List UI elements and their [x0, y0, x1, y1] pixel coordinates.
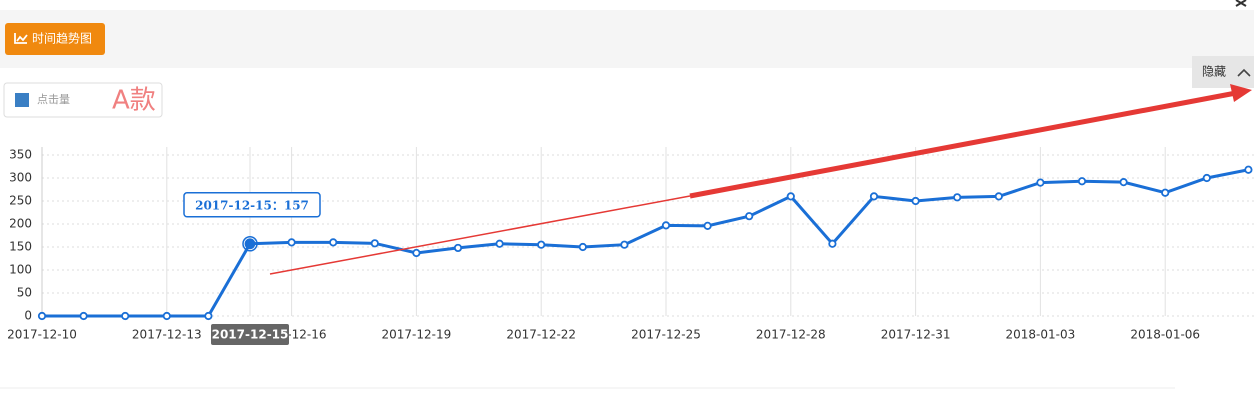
legend-label[interactable]: 点击量	[37, 93, 70, 106]
highlight-label: 2017-12-15	[212, 328, 289, 342]
data-point	[287, 238, 296, 247]
y-tick-label: 250	[9, 194, 32, 208]
close-button[interactable]	[1235, 0, 1247, 7]
data-point	[329, 238, 338, 247]
y-tick-label: 300	[9, 171, 32, 185]
x-tick-label: 2017-12-25	[631, 328, 701, 342]
legend-box	[3, 82, 163, 118]
data-point	[620, 240, 629, 249]
data-point	[1161, 188, 1170, 197]
selected-ring	[242, 236, 258, 252]
data-point	[869, 192, 879, 201]
data-point	[911, 196, 920, 206]
data-point	[661, 221, 671, 230]
data-point	[1077, 177, 1087, 186]
x-tick-label: 2017-12-31	[881, 328, 951, 342]
button-label: 时间趋势图	[32, 32, 92, 46]
y-tick-label: 150	[9, 240, 32, 254]
y-tick-label: 50	[17, 286, 32, 300]
series-line	[42, 168, 1249, 318]
data-point	[828, 239, 837, 248]
data-point	[703, 221, 712, 230]
data-point	[1244, 165, 1253, 174]
data-point	[412, 248, 421, 258]
data-point	[453, 243, 463, 253]
data-point	[204, 311, 213, 321]
y-tick-label: 350	[9, 148, 32, 162]
data-point	[745, 212, 754, 221]
data-point	[1119, 178, 1128, 187]
plot: 0 50 100 150 200 250 300 350 2017-12-10 2017-12-1…	[7, 147, 1254, 345]
y-tick-label: 200	[9, 217, 32, 231]
data-point	[1202, 173, 1211, 183]
x-tick-label: 2017-12-10	[7, 328, 77, 342]
x-tick-label: 2017-12-22	[506, 328, 576, 342]
data-point	[578, 242, 587, 252]
data-point	[121, 311, 130, 321]
data-point	[1036, 178, 1045, 187]
highlight-label-box	[211, 324, 289, 345]
toggle-label: 隐藏	[1202, 65, 1226, 79]
tooltip-box	[183, 192, 321, 218]
x-tick-label: 2018-01-03	[1006, 328, 1076, 342]
toggle-button[interactable]: 隐藏	[1192, 56, 1254, 88]
data-point	[495, 239, 504, 248]
red-arrow	[269, 84, 1252, 275]
x-tick-label: 2017-12-13	[132, 328, 202, 342]
data-point	[370, 239, 379, 248]
data-point	[244, 238, 256, 250]
data-point	[786, 192, 795, 201]
tooltip-text: 2017-12-15：157	[195, 198, 309, 212]
x-tick-label: 2018-01-06	[1130, 328, 1200, 342]
x-tick-label: 2017-12-28	[756, 328, 826, 342]
data-point	[162, 311, 171, 321]
data-point	[37, 311, 47, 321]
data-point	[953, 193, 962, 202]
x-tick-label: 2017-12-19	[382, 328, 452, 342]
y-tick-label: 0	[24, 309, 32, 323]
annotation: A款	[112, 86, 156, 116]
legend-swatch	[15, 93, 29, 107]
data-point	[994, 192, 1003, 201]
toolbar	[0, 10, 1254, 68]
data-point	[537, 240, 546, 249]
trend-button[interactable]: 时间趋势图	[5, 23, 105, 55]
y-tick-label: 100	[9, 263, 32, 277]
data-point	[79, 311, 88, 321]
